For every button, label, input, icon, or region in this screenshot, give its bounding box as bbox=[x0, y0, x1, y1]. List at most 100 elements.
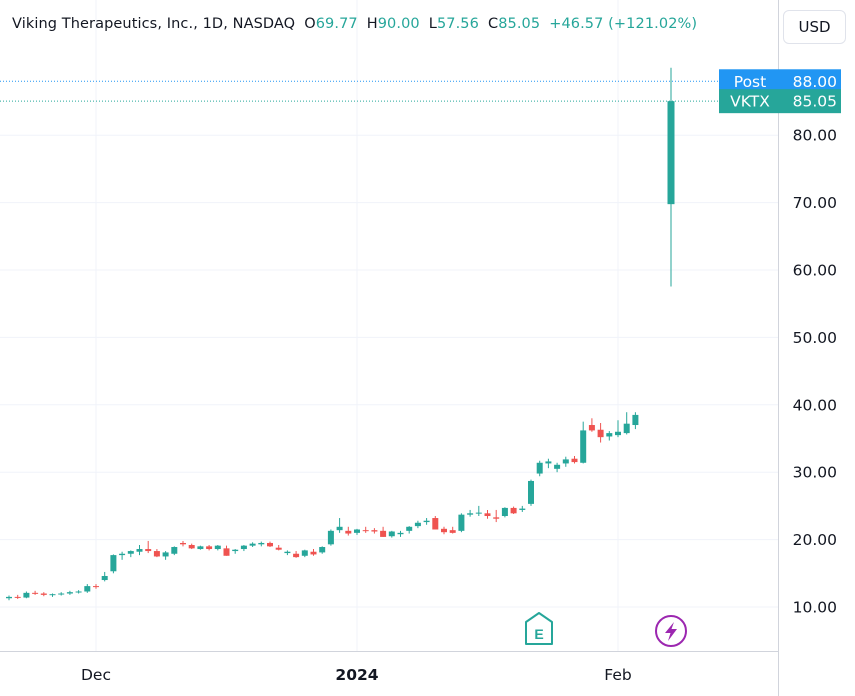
high-value: 90.00 bbox=[377, 16, 420, 32]
low-label: L bbox=[428, 16, 437, 32]
candle-body bbox=[467, 513, 474, 515]
candle bbox=[432, 516, 439, 530]
x-tick-label: Dec bbox=[81, 666, 111, 684]
y-tick-label: 40.00 bbox=[793, 396, 837, 414]
candle bbox=[510, 506, 517, 514]
candle-body bbox=[110, 555, 117, 572]
candle-body bbox=[545, 461, 552, 464]
change-value: +46.57 (+121.02%) bbox=[549, 16, 698, 32]
candle bbox=[275, 544, 282, 551]
candle bbox=[110, 554, 117, 574]
earnings-icon[interactable]: E bbox=[525, 612, 553, 645]
y-tick-label: 10.00 bbox=[793, 599, 837, 617]
candle bbox=[336, 518, 343, 533]
candle bbox=[397, 530, 404, 537]
candle bbox=[414, 520, 421, 529]
candle bbox=[136, 544, 143, 556]
candle bbox=[362, 526, 369, 533]
candle bbox=[93, 584, 99, 589]
candle-body bbox=[406, 526, 413, 531]
candle bbox=[380, 526, 387, 537]
candle bbox=[75, 590, 82, 594]
open-label: O bbox=[304, 16, 316, 32]
candle-body bbox=[136, 549, 143, 552]
symbol-title: Viking Therapeutics, Inc., 1D, NASDAQ bbox=[12, 16, 296, 32]
candle-body bbox=[101, 575, 108, 581]
candle-body bbox=[414, 522, 421, 527]
candle bbox=[571, 456, 578, 464]
candle-body bbox=[458, 514, 465, 531]
tag-value: 88.00 bbox=[793, 73, 837, 91]
candle-body bbox=[632, 414, 639, 426]
candle bbox=[354, 528, 360, 535]
candle bbox=[519, 505, 526, 512]
candle bbox=[6, 595, 12, 601]
open-value: 69.77 bbox=[315, 16, 358, 32]
candle bbox=[284, 550, 291, 556]
candle bbox=[188, 543, 195, 550]
candle-body bbox=[293, 553, 300, 558]
candle-body bbox=[240, 545, 247, 550]
candle bbox=[249, 542, 256, 548]
candle bbox=[327, 529, 334, 546]
candle-body bbox=[536, 462, 543, 474]
tag-label: Post bbox=[734, 73, 766, 91]
candle-body bbox=[623, 423, 630, 434]
tag-label-bg bbox=[719, 89, 781, 114]
candle-body bbox=[562, 459, 569, 464]
candle-body bbox=[275, 547, 282, 550]
candle-body bbox=[432, 518, 439, 530]
candle-body bbox=[345, 530, 352, 534]
candle bbox=[597, 422, 604, 443]
candle-body bbox=[49, 594, 56, 596]
tag-label: VKTX bbox=[730, 93, 770, 111]
candle-body bbox=[475, 512, 482, 514]
candle bbox=[475, 505, 482, 517]
candle bbox=[223, 545, 230, 556]
candle bbox=[240, 544, 247, 552]
candle bbox=[615, 420, 621, 438]
candle-body bbox=[327, 530, 334, 545]
price-tags: Post 88.00 VKTX 85.05 bbox=[719, 69, 841, 114]
candle-body bbox=[75, 591, 82, 593]
candles-layer bbox=[6, 67, 675, 601]
candle-body bbox=[615, 431, 621, 436]
candle bbox=[580, 421, 587, 464]
candle-body bbox=[258, 542, 265, 545]
candle-body bbox=[206, 546, 213, 550]
candle-body bbox=[214, 545, 221, 550]
currency-button[interactable]: USD bbox=[783, 10, 846, 44]
chart-legend: Viking Therapeutics, Inc., 1D, NASDAQ O69… bbox=[12, 16, 697, 32]
x-tick-label: 2024 bbox=[335, 666, 378, 684]
candle bbox=[66, 590, 73, 595]
candle bbox=[23, 591, 30, 599]
candle bbox=[119, 551, 126, 560]
candle bbox=[406, 526, 413, 534]
candle bbox=[293, 551, 300, 558]
candle-body bbox=[232, 549, 239, 552]
x-tick-label: Feb bbox=[604, 666, 631, 684]
candle bbox=[554, 462, 561, 473]
candle bbox=[441, 526, 447, 535]
candle bbox=[40, 592, 47, 597]
candle-body bbox=[249, 543, 256, 546]
candle bbox=[371, 528, 378, 534]
candle bbox=[214, 544, 221, 551]
y-tick-label: 70.00 bbox=[793, 194, 837, 212]
candle-body bbox=[501, 507, 508, 517]
candle-body bbox=[267, 542, 273, 547]
x-axis-labels: Dec2024FebMar bbox=[81, 666, 632, 684]
candle bbox=[310, 549, 317, 556]
candle bbox=[153, 549, 160, 558]
lightning-icon[interactable] bbox=[655, 615, 687, 647]
candle bbox=[197, 545, 204, 550]
tag-value-bg bbox=[781, 89, 841, 114]
high-label: H bbox=[366, 16, 378, 32]
candle-body bbox=[66, 592, 73, 594]
last-price-tag: VKTX 85.05 bbox=[719, 89, 841, 114]
candle-body bbox=[510, 507, 517, 514]
candle bbox=[127, 550, 134, 558]
candle bbox=[388, 530, 395, 538]
candle-body bbox=[32, 592, 39, 594]
